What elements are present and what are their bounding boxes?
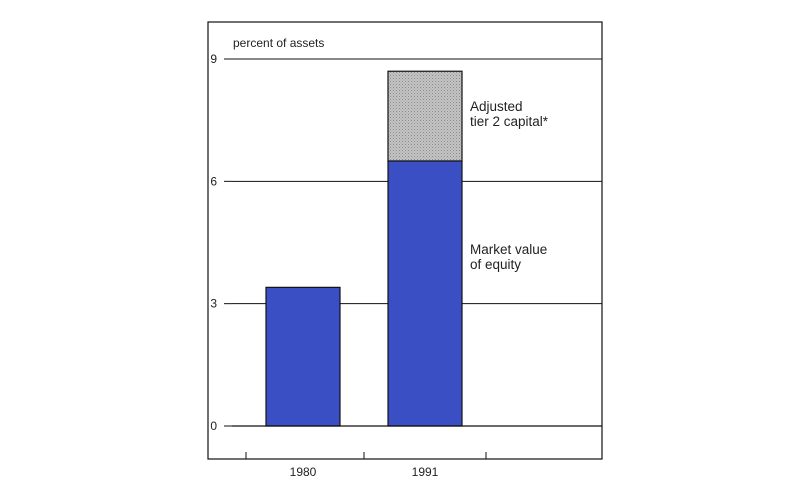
x-axis-ticks: 1980 1991 <box>245 452 487 479</box>
y-tick-label: 3 <box>210 297 217 311</box>
plot-frame <box>207 21 603 460</box>
annotation-equity: of equity <box>470 257 521 272</box>
bar-equity-1980 <box>265 286 341 427</box>
bar-tier2-1991 <box>387 70 463 162</box>
bars <box>265 70 463 427</box>
annotation-tier2: tier 2 capital* <box>470 114 549 129</box>
y-tick-label: 0 <box>210 419 217 433</box>
y-axis-label: percent of assets <box>233 36 324 50</box>
x-tick-label: 1991 <box>412 465 439 479</box>
y-tick-label: 9 <box>210 52 217 66</box>
x-tick-label: 1980 <box>290 465 317 479</box>
y-axis-ticks: 0 3 6 9 <box>210 52 232 433</box>
annotation-tier2: Adjusted <box>470 99 523 114</box>
y-tick-label: 6 <box>210 174 217 188</box>
annotation-equity: Market value <box>470 242 547 257</box>
bar-equity-1991 <box>387 160 463 427</box>
